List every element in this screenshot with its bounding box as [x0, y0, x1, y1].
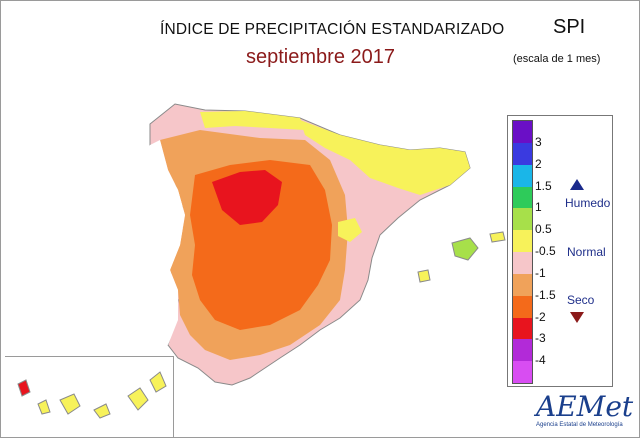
legend-swatch [513, 230, 532, 253]
canary-island-1 [17, 379, 31, 397]
legend-tick-label: 3 [535, 134, 542, 149]
canary-island-2 [37, 399, 51, 415]
legend-swatch [513, 317, 532, 340]
index-name: SPI [553, 16, 586, 38]
legend-swatch [513, 142, 532, 166]
legend-swatch [513, 273, 532, 297]
ibiza [417, 269, 431, 283]
legend-tick-label: -1.5 [535, 287, 556, 302]
aemet-logo: AEMet [536, 390, 634, 423]
legend-tick-label: 1.5 [535, 178, 552, 193]
northeast-region [300, 120, 470, 195]
red-core [212, 170, 282, 225]
legend-swatch [513, 252, 532, 275]
map-subtitle: septiembre 2017 [246, 46, 395, 68]
aemet-logo-subtext: Agencia Estatal de Meteorología [536, 422, 623, 428]
canary-inset-frame [5, 356, 174, 437]
legend-frame [507, 115, 613, 387]
cantabric-strip [200, 111, 305, 130]
legend-colorbar [512, 120, 533, 384]
legend-swatch [513, 121, 532, 144]
legend-tick-label: 2 [535, 156, 542, 171]
portugal-area [140, 140, 185, 345]
menorca [489, 231, 506, 243]
wet-arrow-icon [570, 179, 584, 190]
legend-swatch [513, 361, 532, 384]
legend-category-wet: Humedo [565, 196, 611, 210]
legend-tick-label: 1 [535, 200, 542, 215]
canary-island-3 [59, 393, 81, 415]
legend-category-dry: Seco [567, 293, 595, 307]
legend-tick-label: -4 [535, 353, 546, 368]
legend-swatch [513, 186, 532, 209]
legend-swatch [513, 208, 532, 231]
scale-note: (escala de 1 mes) [513, 53, 601, 65]
dry-arrow-icon [570, 312, 584, 323]
mallorca [451, 237, 479, 261]
legend-tick-label: -2 [535, 309, 546, 324]
legend-category-normal: Normal [567, 245, 606, 259]
legend-tick-label: 0.5 [535, 222, 552, 237]
map-title: ÍNDICE DE PRECIPITACIÓN ESTANDARIZADO [160, 21, 505, 38]
legend-swatch [513, 295, 532, 318]
canary-island-6 [149, 371, 167, 393]
legend-swatch [513, 339, 532, 362]
legend-swatch [513, 164, 532, 187]
canary-island-4 [93, 403, 111, 419]
legend-tick-label: -3 [535, 331, 546, 346]
legend-tick-label: -1 [535, 265, 546, 280]
legend-tick-label: -0.5 [535, 244, 556, 258]
canary-island-5 [127, 387, 149, 411]
valencia-patch [338, 218, 362, 242]
